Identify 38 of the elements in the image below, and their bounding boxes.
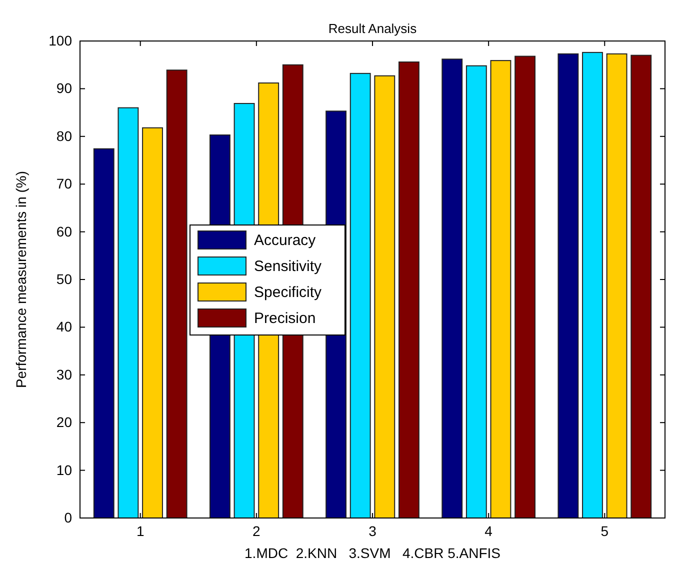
- bar: [490, 60, 512, 518]
- x-tick-label: 1: [136, 522, 144, 539]
- bar: [142, 127, 163, 518]
- bar: [93, 148, 114, 518]
- y-tick-label: 80: [56, 128, 72, 144]
- y-tick-label: 50: [56, 270, 72, 287]
- y-axis-title: Performance measurements in (%): [13, 170, 29, 388]
- bar: [350, 72, 371, 518]
- legend-label: Sensitivity: [254, 258, 322, 275]
- bar: [466, 65, 487, 518]
- bar: [118, 107, 139, 518]
- bar: [582, 52, 603, 518]
- bar: [374, 75, 396, 518]
- y-tick-label: 60: [56, 223, 72, 240]
- x-tick-label: 2: [252, 522, 261, 539]
- x-axis-title: 1.MDC 2.KNN 3.SVM 4.CBR 5.ANFIS: [244, 545, 500, 561]
- bar: [398, 61, 420, 518]
- y-tick-label: 90: [56, 80, 72, 96]
- legend-label: Specificity: [254, 284, 322, 301]
- y-tick-label: 0: [64, 509, 72, 526]
- legend-label: Precision: [254, 310, 316, 327]
- bar: [558, 53, 579, 518]
- y-tick-label: 40: [56, 318, 72, 335]
- bar: [514, 56, 536, 518]
- y-tick-label: 20: [56, 414, 72, 430]
- legend-label: Accuracy: [254, 232, 316, 249]
- bar: [606, 53, 628, 518]
- x-tick-label: 3: [368, 522, 377, 539]
- x-tick-label: 5: [600, 522, 609, 539]
- chart-title: Result Analysis: [328, 21, 418, 36]
- y-tick-label: 30: [56, 366, 72, 382]
- y-tick-label: 10: [56, 462, 72, 478]
- y-tick-label: 100: [48, 32, 72, 48]
- bar: [166, 70, 188, 518]
- y-tick-label: 70: [56, 176, 72, 192]
- bar: [442, 58, 463, 518]
- bar: [630, 54, 652, 518]
- x-tick-label: 4: [484, 522, 493, 539]
